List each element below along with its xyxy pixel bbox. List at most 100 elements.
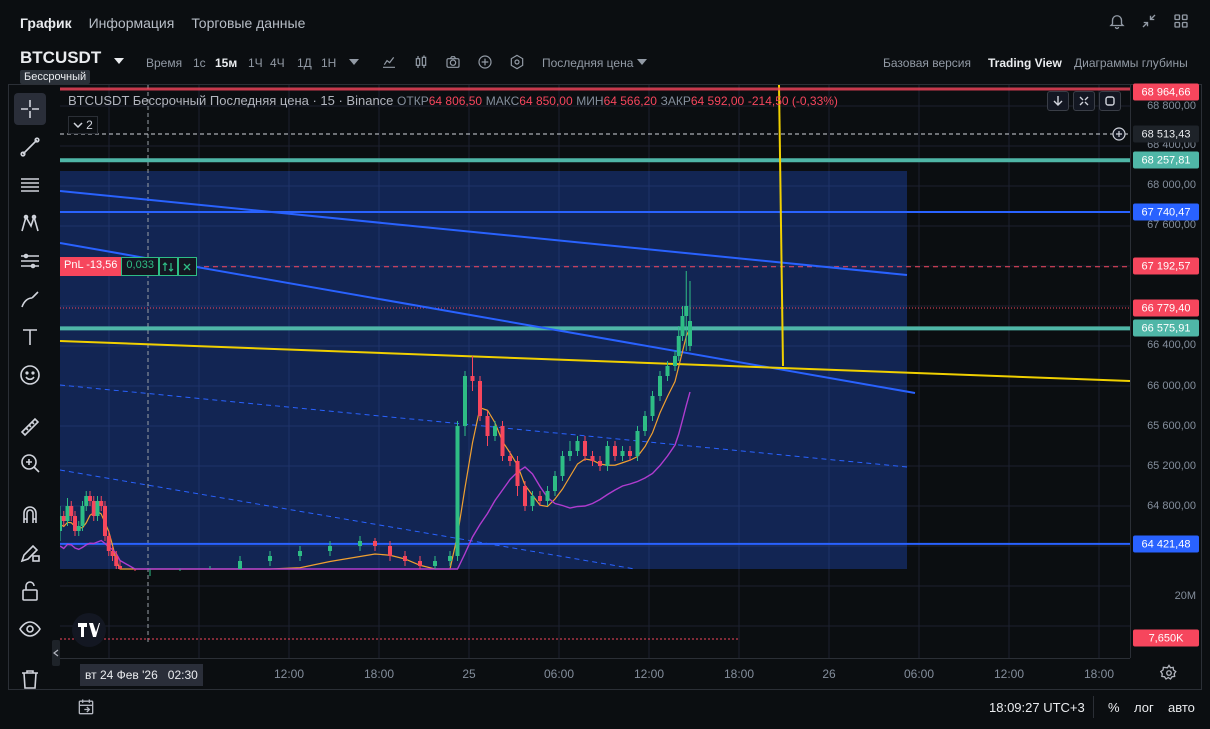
zoom-tool[interactable] xyxy=(14,447,46,479)
collapse-icon[interactable] xyxy=(1140,12,1158,30)
camera-icon[interactable] xyxy=(445,54,461,70)
candle-body xyxy=(99,501,104,506)
volume-tick: 20M xyxy=(1174,590,1196,602)
magnet-tool[interactable] xyxy=(14,499,46,531)
price-tick: 68 800,00 xyxy=(1147,100,1196,112)
fib-icon xyxy=(21,178,39,192)
fib-tool[interactable] xyxy=(14,169,46,201)
interval-15m[interactable]: 15м xyxy=(215,56,238,70)
candle-body xyxy=(114,556,119,566)
candle-body xyxy=(568,451,572,456)
settings-icon[interactable] xyxy=(509,54,525,70)
symbol-bar: BTCUSDT Бессрочный Время 1с 15м 1Ч 4Ч 1Д… xyxy=(0,46,1210,84)
bell-icon[interactable] xyxy=(1108,12,1126,30)
interval-1w[interactable]: 1Н xyxy=(321,56,337,70)
mode-depth[interactable]: Диаграммы глубины xyxy=(1074,56,1188,70)
interval-1h[interactable]: 1Ч xyxy=(248,56,263,70)
chart-type-icon[interactable] xyxy=(413,54,429,70)
smile-icon xyxy=(20,365,40,385)
interval-4h[interactable]: 4Ч xyxy=(270,56,285,70)
close-position-button[interactable] xyxy=(177,257,197,276)
trash-icon xyxy=(22,670,38,689)
candle-body xyxy=(73,516,77,531)
channel-mid-dashed-line xyxy=(60,384,908,468)
symbol-name[interactable]: BTCUSDT xyxy=(20,48,102,67)
percent-scale-button[interactable]: % xyxy=(1108,700,1120,715)
position-marker[interactable]: PnL -13,56 0,033 xyxy=(60,257,197,276)
price-axis[interactable]: 68 800,00 68 400,00 68 000,00 67 600,00 … xyxy=(1130,83,1202,658)
brush-tool[interactable] xyxy=(14,283,46,315)
candle-body xyxy=(76,526,81,531)
time-axis[interactable]: 12:00 18:00 25 06:00 12:00 18:00 26 06:0… xyxy=(60,658,1130,690)
legend-collapse-button[interactable]: 2 xyxy=(68,116,98,134)
delete-drawings-tool[interactable] xyxy=(14,663,46,695)
candle-body xyxy=(598,461,602,466)
time-tick: 18:00 xyxy=(363,667,395,681)
log-scale-button[interactable]: лог xyxy=(1134,700,1154,715)
price-tick: 66 000,00 xyxy=(1147,380,1196,392)
forecast-tool[interactable] xyxy=(14,245,46,277)
add-icon[interactable] xyxy=(477,54,493,70)
price-tick: 64 800,00 xyxy=(1147,500,1196,512)
scroll-down-button[interactable] xyxy=(1047,91,1069,111)
trend-line-tool[interactable] xyxy=(14,131,46,163)
grid-layout-icon[interactable] xyxy=(1172,12,1190,30)
price-source-dropdown-icon[interactable] xyxy=(637,58,647,66)
price-source-select[interactable]: Последняя цена xyxy=(542,56,634,70)
candle-body xyxy=(418,561,422,566)
time-label: Время xyxy=(146,56,183,70)
unlock-tool[interactable] xyxy=(14,575,46,607)
emoji-tool[interactable] xyxy=(14,359,46,391)
add-alert-icon[interactable] xyxy=(1112,127,1126,141)
indicators-icon[interactable] xyxy=(381,54,397,70)
candle-body xyxy=(530,496,535,506)
symbol-dropdown-icon[interactable] xyxy=(114,58,124,64)
visibility-tool[interactable] xyxy=(14,613,46,645)
crosshair-price-label: 68 513,43 xyxy=(1133,125,1199,143)
price-chart[interactable] xyxy=(60,85,1130,658)
more-intervals-icon[interactable] xyxy=(349,58,359,66)
pattern-tool[interactable] xyxy=(14,207,46,239)
candle-body xyxy=(583,441,587,456)
interval-1d[interactable]: 1Д xyxy=(297,56,312,70)
maximize-button[interactable] xyxy=(1099,91,1121,111)
gear-icon[interactable] xyxy=(1160,664,1178,682)
time-tick: 12:00 xyxy=(273,667,305,681)
lock-drawing-tool[interactable] xyxy=(14,537,46,569)
tab-trading-data[interactable]: Торговые данные xyxy=(191,15,306,31)
crosshair-tool[interactable] xyxy=(14,93,46,125)
candle-body xyxy=(676,336,681,356)
text-tool[interactable] xyxy=(14,321,46,353)
expand-icon xyxy=(1079,96,1089,106)
toolbar-collapse-button[interactable] xyxy=(52,640,60,666)
clock[interactable]: 18:09:27 UTC+3 xyxy=(989,700,1085,715)
legend-title: BTCUSDT Бессрочный Последняя цена · 15 ·… xyxy=(68,93,394,108)
reverse-position-button[interactable] xyxy=(158,257,178,276)
brush-icon xyxy=(21,291,39,308)
mode-tradingview[interactable]: Trading View xyxy=(988,56,1062,70)
calendar-icon[interactable] xyxy=(76,697,96,717)
tab-chart[interactable]: График xyxy=(20,15,72,31)
candle-body xyxy=(403,556,407,561)
contract-type-badge: Бессрочный xyxy=(20,70,91,84)
interval-1s[interactable]: 1с xyxy=(193,56,206,70)
crosshair-time-label: вт 24 Фев '26 02:30 xyxy=(80,664,203,686)
candle-body xyxy=(680,316,685,336)
candle-body xyxy=(538,496,542,501)
mode-basic[interactable]: Базовая версия xyxy=(883,56,971,70)
auto-scale-button[interactable]: авто xyxy=(1168,700,1195,715)
arrow-down-icon xyxy=(1053,96,1063,106)
candle-body xyxy=(61,516,66,521)
price-tick: 65 600,00 xyxy=(1147,420,1196,432)
fullscreen-button[interactable] xyxy=(1073,91,1095,111)
candle-body xyxy=(388,546,392,556)
ruler-tool[interactable] xyxy=(14,411,46,443)
time-tick: 06:00 xyxy=(543,667,575,681)
candle-body xyxy=(560,456,565,476)
tab-info[interactable]: Информация xyxy=(88,15,175,31)
trend-lines xyxy=(60,85,1130,570)
moving-average-slow xyxy=(60,391,691,570)
pnl-label: PnL -13,56 xyxy=(60,257,122,276)
time-tick: 06:00 xyxy=(903,667,935,681)
